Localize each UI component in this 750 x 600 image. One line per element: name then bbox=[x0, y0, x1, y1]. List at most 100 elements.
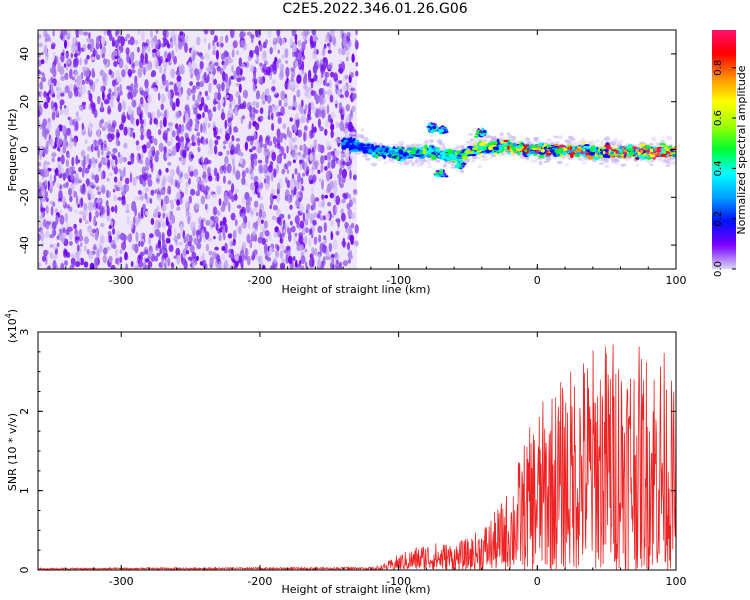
noise-speck bbox=[231, 196, 235, 203]
noise-speck bbox=[76, 116, 81, 122]
noise-speck bbox=[86, 54, 90, 60]
noise-speck bbox=[152, 48, 157, 53]
signal-halo bbox=[511, 135, 517, 141]
noise-speck bbox=[252, 222, 258, 229]
noise-speck bbox=[311, 41, 317, 49]
noise-speck bbox=[39, 221, 43, 229]
signal-core bbox=[467, 145, 473, 148]
noise-speck bbox=[346, 203, 351, 210]
noise-speck bbox=[313, 144, 317, 152]
noise-speck bbox=[112, 227, 116, 235]
noise-speck bbox=[275, 243, 279, 250]
noise-speck bbox=[271, 112, 274, 121]
signal-halo bbox=[491, 154, 497, 158]
noise-speck bbox=[38, 161, 41, 167]
noise-speck bbox=[52, 30, 55, 37]
noise-speck bbox=[62, 30, 67, 36]
noise-speck bbox=[327, 64, 333, 70]
noise-speck bbox=[296, 89, 301, 98]
signal-halo bbox=[485, 135, 493, 139]
noise-speck bbox=[343, 74, 346, 83]
noise-speck bbox=[38, 109, 41, 118]
noise-speck bbox=[213, 167, 218, 177]
noise-speck bbox=[345, 49, 350, 58]
signal-core bbox=[609, 155, 614, 157]
noise-speck bbox=[158, 169, 162, 176]
noise-speck bbox=[66, 30, 71, 38]
noise-speck bbox=[115, 30, 120, 35]
noise-speck bbox=[180, 140, 185, 149]
noise-speck bbox=[295, 112, 299, 120]
noise-speck bbox=[327, 43, 330, 47]
noise-speck bbox=[287, 195, 291, 204]
noise-speck bbox=[317, 253, 321, 261]
noise-speck bbox=[251, 101, 257, 107]
noise-speck bbox=[100, 184, 106, 192]
noise-speck bbox=[158, 244, 162, 249]
noise-speck bbox=[65, 140, 69, 149]
noise-speck bbox=[39, 150, 43, 161]
noise-speck bbox=[82, 167, 85, 178]
noise-speck bbox=[354, 224, 359, 234]
noise-speck bbox=[210, 190, 213, 196]
noise-speck bbox=[119, 256, 123, 264]
noise-speck bbox=[78, 210, 84, 215]
signal-halo bbox=[427, 165, 433, 169]
noise-speck bbox=[266, 94, 272, 104]
noise-speck bbox=[104, 121, 109, 129]
signal-halo bbox=[491, 135, 497, 141]
noise-speck bbox=[112, 195, 118, 202]
signal-halo bbox=[659, 139, 667, 145]
noise-speck bbox=[249, 148, 253, 153]
noise-speck bbox=[289, 204, 293, 210]
signal-halo bbox=[595, 139, 600, 143]
noise-speck bbox=[112, 49, 118, 57]
noise-speck bbox=[90, 38, 95, 49]
noise-speck bbox=[265, 154, 269, 165]
signal-core bbox=[649, 148, 654, 153]
noise-speck bbox=[206, 95, 210, 101]
noise-speck bbox=[239, 152, 244, 157]
noise-speck bbox=[154, 119, 159, 125]
noise-speck bbox=[213, 235, 216, 240]
signal-core bbox=[455, 156, 463, 160]
noise-speck bbox=[325, 119, 330, 128]
noise-speck bbox=[187, 256, 193, 261]
noise-speck bbox=[343, 193, 348, 200]
noise-speck bbox=[90, 193, 95, 200]
noise-speck bbox=[161, 204, 167, 212]
noise-speck bbox=[45, 33, 51, 42]
noise-speck bbox=[200, 123, 203, 133]
noise-speck bbox=[244, 141, 249, 151]
noise-speck bbox=[122, 101, 127, 111]
noise-speck bbox=[145, 211, 149, 216]
noise-speck bbox=[350, 87, 356, 92]
noise-speck bbox=[65, 158, 69, 168]
noise-speck bbox=[52, 243, 58, 251]
signal-halo bbox=[567, 135, 574, 140]
noise-speck bbox=[69, 206, 73, 212]
signal-core bbox=[484, 143, 488, 147]
signal-halo bbox=[342, 153, 350, 156]
noise-speck bbox=[254, 45, 260, 55]
signal-core bbox=[582, 149, 586, 152]
noise-speck bbox=[253, 207, 258, 213]
noise-speck bbox=[291, 30, 296, 37]
signal-core bbox=[370, 144, 374, 147]
signal-core bbox=[587, 155, 594, 160]
signal-halo bbox=[611, 140, 616, 146]
noise-speck bbox=[309, 253, 313, 259]
noise-speck bbox=[106, 151, 111, 156]
signal-core bbox=[583, 144, 590, 147]
signal-halo bbox=[644, 159, 650, 162]
noise-speck bbox=[323, 43, 327, 49]
signal-core bbox=[496, 138, 500, 143]
noise-speck bbox=[146, 63, 151, 72]
noise-speck bbox=[167, 186, 171, 192]
noise-speck bbox=[167, 122, 173, 127]
noise-speck bbox=[259, 141, 263, 148]
noise-speck bbox=[108, 255, 113, 263]
noise-speck bbox=[61, 52, 65, 56]
noise-speck bbox=[56, 137, 61, 148]
signal-core bbox=[618, 148, 623, 152]
